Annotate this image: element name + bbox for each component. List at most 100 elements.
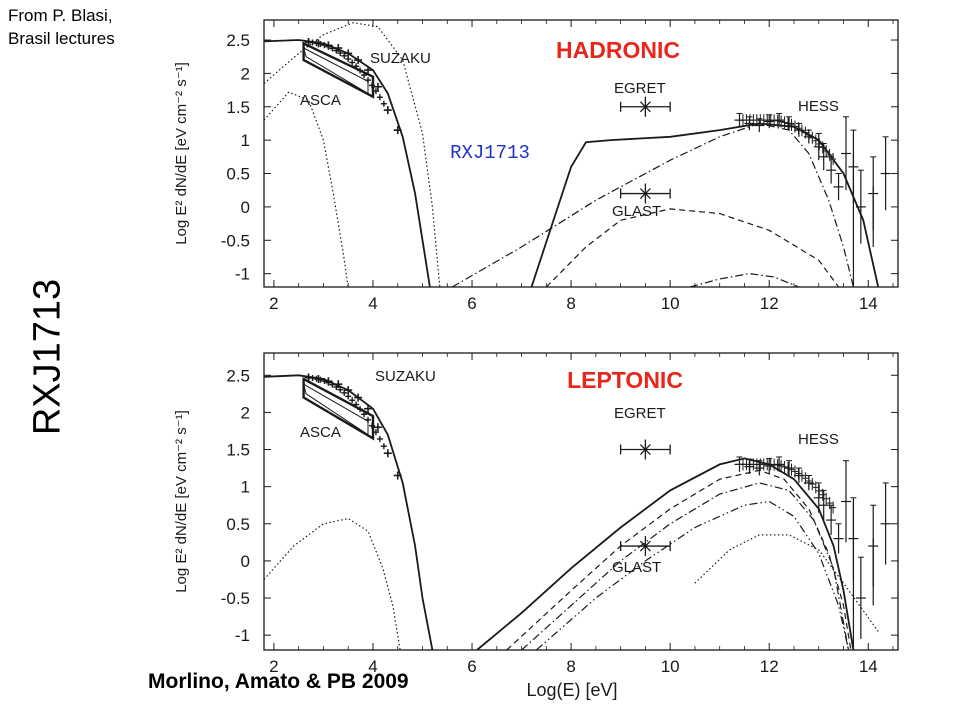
x-tick-label: 14 (859, 657, 878, 676)
curve-solid-0 (264, 39, 431, 287)
y-tick-label: 1.5 (226, 441, 250, 460)
marker-cross (639, 540, 651, 552)
plot-frame (263, 19, 899, 288)
marker-cross (639, 188, 651, 200)
curve-solid-3 (530, 122, 880, 287)
annotation-hess: HESS (798, 431, 839, 448)
annotation-suzaku: SUZAKU (370, 50, 431, 67)
marker-egret (619, 96, 671, 117)
x-tick-label: 10 (661, 657, 680, 676)
suzaku-point (354, 56, 363, 65)
curve-dashdotdot-5 (536, 500, 850, 650)
x-tick-label: 14 (859, 294, 878, 313)
x-tick-label: 10 (661, 294, 680, 313)
marker-egret (619, 439, 671, 460)
suzaku-point (354, 393, 363, 402)
y-tick-label: 0.5 (226, 515, 250, 534)
y-tick-label: -0.5 (221, 589, 250, 608)
y-axis-label: Log E² dN/dE [eV cm⁻² s⁻¹] (173, 410, 190, 593)
y-tick-label: 0 (241, 198, 250, 217)
hess-point (833, 173, 844, 201)
hess-point (880, 136, 891, 211)
x-tick-label: 2 (269, 657, 278, 676)
suzaku-point (383, 449, 392, 458)
hess-point (840, 460, 851, 543)
x-tick-label: 8 (566, 294, 575, 313)
annotation-hess: HESS (798, 98, 839, 115)
suzaku-point (383, 106, 392, 115)
suzaku-point (344, 386, 353, 395)
x-tick-label: 4 (368, 294, 377, 313)
credit-top-text: From P. Blasi, Brasil lectures (8, 6, 115, 48)
curve-dashdot-4 (521, 482, 850, 650)
y-tick-label: 2.5 (226, 366, 250, 385)
curve-dotted-1 (264, 91, 349, 287)
annotation-egret: EGRET (614, 405, 666, 422)
suzaku-point (373, 423, 382, 432)
x-tick-label: 8 (566, 657, 575, 676)
y-tick-label: 2.5 (226, 31, 250, 50)
x-tick-label: 2 (269, 294, 278, 313)
curve-dashed-5 (545, 208, 840, 287)
curve-solid-2 (476, 457, 855, 650)
annotation-asca: ASCA (300, 424, 341, 441)
suzaku-point (373, 82, 382, 91)
x-tick-label: 4 (368, 657, 377, 676)
y-tick-label: 0 (241, 552, 250, 571)
curve-dotted-6 (694, 534, 879, 632)
y-tick-label: 0.5 (226, 165, 250, 184)
hess-point (855, 556, 866, 639)
y-tick-label: 1.5 (226, 98, 250, 117)
inset-label: RXJ1713 (450, 142, 530, 164)
hess-point (840, 116, 851, 191)
marker-glast (619, 183, 671, 204)
hess-point (764, 457, 775, 474)
suzaku-point (364, 66, 373, 75)
hess-point (833, 523, 844, 554)
marker-cross (639, 101, 651, 113)
asca-box-inner (302, 383, 369, 436)
y-tick-label: 1 (241, 131, 250, 150)
plot-frame (263, 352, 899, 651)
curve-solid-0 (264, 374, 434, 650)
credit-bottom-text: Morlino, Amato & PB 2009 (148, 670, 409, 693)
asca-box-inner (302, 47, 369, 95)
marker-cross (639, 444, 651, 455)
annotation-glast: GLAST (612, 559, 661, 576)
hadronic-panel: 2 4 6 8 10 12 14 -1 -0.5 0 0.5 1 1.5 2 2.5 Log E² dN/dE… (173, 19, 899, 313)
x-tick-label: 12 (760, 657, 779, 676)
leptonic-panel: 2 4 6 8 10 12 14 -1 -0.5 0 0.5 1 1.5 2 2.5 Log E² dN/dE… (173, 352, 899, 700)
hess-point (855, 169, 866, 244)
annotation-egret: EGRET (614, 80, 666, 97)
annotation-suzaku: SUZAKU (375, 368, 436, 385)
y-axis-label: Log E² dN/dE [eV cm⁻² s⁻¹] (173, 62, 190, 245)
suzaku-point (393, 471, 402, 480)
y-tick-label: -0.5 (221, 231, 250, 250)
suzaku-point (364, 404, 373, 413)
hess-point (818, 489, 829, 521)
suzaku-point (393, 126, 402, 135)
curve-dotted-1 (264, 517, 401, 650)
x-tick-label: 6 (467, 657, 476, 676)
y-tick-label: -1 (235, 265, 250, 284)
chart-title: LEPTONIC (567, 367, 683, 393)
x-tick-label: 6 (467, 294, 476, 313)
curve-dotted-2 (264, 22, 441, 287)
annotation-glast: GLAST (612, 203, 661, 220)
y-tick-label: 1 (241, 478, 250, 497)
curve-dashed-3 (506, 469, 852, 650)
hess-point (754, 118, 765, 133)
plot-area (264, 373, 891, 650)
y-tick-label: 2 (241, 64, 250, 83)
y-tick-label: -1 (235, 626, 250, 645)
curve-dashdot-6 (689, 272, 800, 287)
hess-point (880, 482, 891, 565)
x-tick-label: 12 (760, 294, 779, 313)
y-tick-label: 2 (241, 403, 250, 422)
x-axis-label: Log(E) [eV] (526, 680, 617, 700)
plot-area (264, 22, 891, 287)
marker-glast (619, 536, 671, 557)
annotation-asca: ASCA (300, 92, 341, 109)
asca-box (302, 41, 375, 99)
